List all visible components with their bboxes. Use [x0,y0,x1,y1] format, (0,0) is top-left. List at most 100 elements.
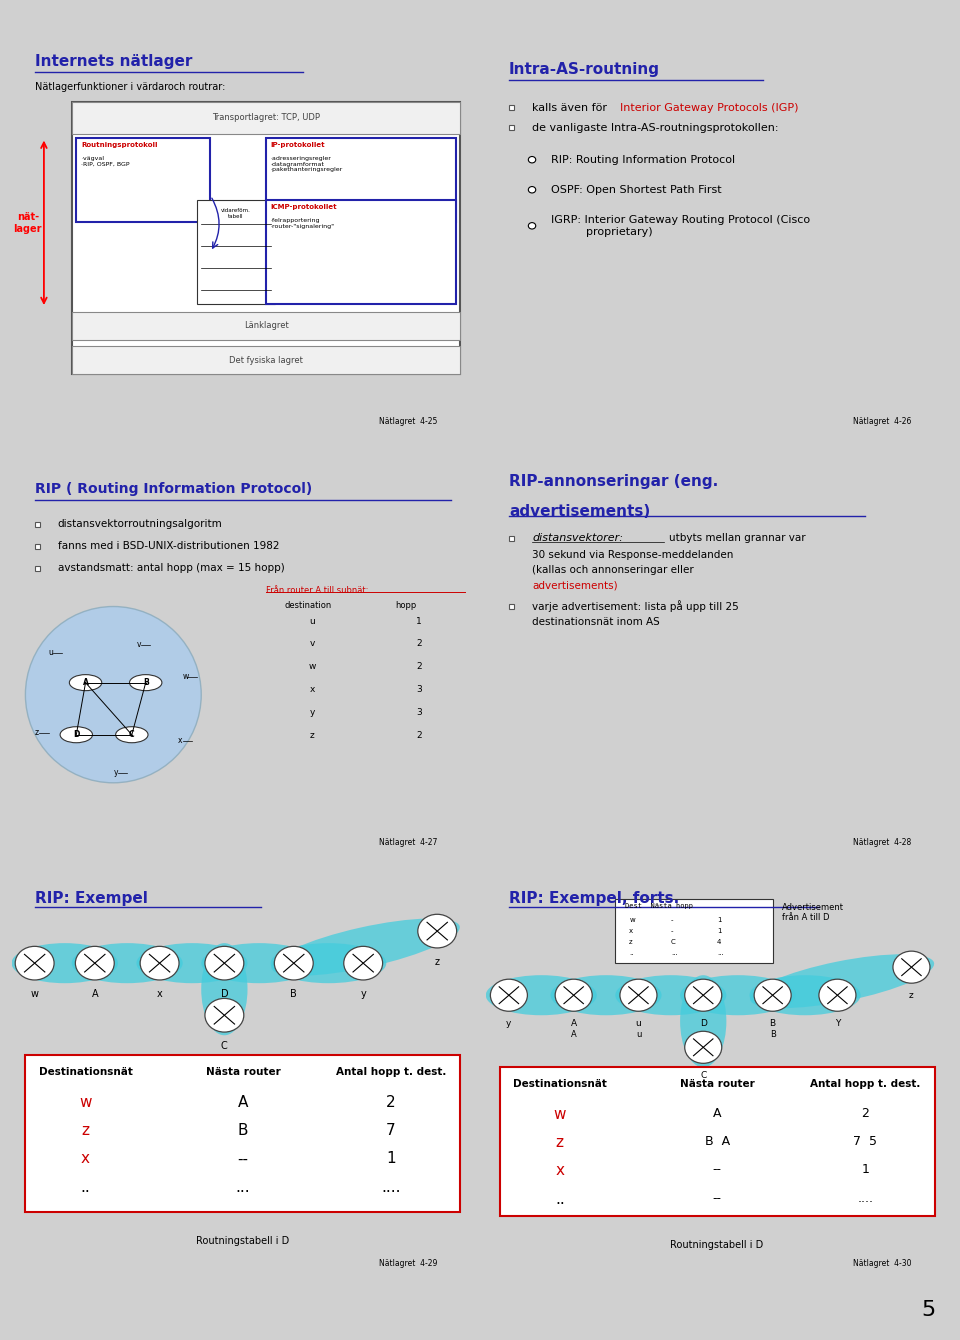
Circle shape [819,980,856,1012]
Text: ..: .. [629,950,634,955]
Bar [509,125,515,130]
Ellipse shape [69,674,102,690]
Text: RIP: Exempel, forts.: RIP: Exempel, forts. [509,891,679,906]
Ellipse shape [680,976,796,1016]
Text: 5: 5 [922,1300,936,1320]
Circle shape [893,951,930,984]
Text: 7: 7 [386,1123,396,1139]
Text: --: -- [712,1191,722,1205]
Text: y: y [506,1020,512,1028]
Text: z: z [435,957,440,967]
Text: x: x [81,1151,90,1167]
Text: RIP: Routing Information Protocol: RIP: Routing Information Protocol [550,154,734,165]
Text: 2: 2 [386,1095,396,1111]
Bar [615,899,773,963]
Bar [499,1068,935,1215]
Text: 1: 1 [717,917,722,923]
Ellipse shape [130,674,162,690]
Bar [266,138,456,222]
Bar [76,138,210,222]
Text: avstandsmatt: antal hopp (max = 15 hopp): avstandsmatt: antal hopp (max = 15 hopp) [58,563,284,574]
Circle shape [528,186,536,193]
Text: Nätlagret  4-29: Nätlagret 4-29 [379,1258,437,1268]
Text: B: B [770,1020,776,1028]
Circle shape [528,157,536,163]
Text: Länklagret: Länklagret [244,322,288,331]
Circle shape [275,946,313,980]
Text: z: z [310,730,315,740]
Ellipse shape [271,918,460,976]
Text: A: A [713,1107,721,1120]
Text: Internets nätlager: Internets nätlager [35,54,192,68]
Circle shape [684,980,722,1012]
Text: 4: 4 [717,939,722,945]
Text: 2: 2 [416,730,421,740]
Ellipse shape [271,943,386,984]
Bar [197,200,276,304]
Text: C: C [700,1072,707,1080]
Text: Nätlagret  4-27: Nätlagret 4-27 [379,838,437,847]
Text: Routningsprotokoll: Routningsprotokoll [81,142,157,147]
Text: Nätlagerfunktioner i värdaroch routrar:: Nätlagerfunktioner i värdaroch routrar: [35,82,225,91]
Text: x: x [179,736,182,745]
Text: RIP ( Routing Information Protocol): RIP ( Routing Information Protocol) [35,482,312,496]
Circle shape [528,222,536,229]
Text: Nätlagret  4-25: Nätlagret 4-25 [379,417,437,426]
Text: w: w [31,989,38,1000]
Text: 30 sekund via Response-meddelanden: 30 sekund via Response-meddelanden [532,551,733,560]
Text: Från router A till subnät:: Från router A till subnät: [266,587,369,595]
Text: Interior Gateway Protocols (IGP): Interior Gateway Protocols (IGP) [620,103,799,113]
Text: ..: .. [555,1191,564,1206]
Text: B: B [291,989,298,1000]
Circle shape [76,946,114,980]
Text: B  A: B A [705,1135,730,1148]
Text: Y: Y [835,1020,840,1028]
Text: ...: ... [671,950,678,955]
Text: z: z [556,1135,564,1151]
Text: w: w [629,917,635,923]
Text: Det fysiska lagret: Det fysiska lagret [229,355,303,364]
Bar [509,536,515,541]
Text: 1: 1 [386,1151,396,1167]
Text: distansvektorer:: distansvektorer: [532,533,623,544]
Text: A: A [83,678,88,687]
Text: u: u [49,647,54,657]
Text: de vanligaste Intra-AS-routningsprotokollen:: de vanligaste Intra-AS-routningsprotokol… [532,123,779,133]
Bar [25,1056,461,1211]
Text: x: x [629,927,634,934]
Bar [35,523,40,527]
Ellipse shape [12,943,118,984]
Text: 2: 2 [416,662,421,671]
Text: hopp: hopp [396,600,417,610]
Text: Routningstabell i D: Routningstabell i D [196,1235,290,1246]
Ellipse shape [115,726,148,742]
Text: Nätlagret  4-28: Nätlagret 4-28 [853,838,911,847]
Circle shape [204,998,244,1032]
Text: utbyts mellan grannar var: utbyts mellan grannar var [668,533,805,544]
Text: ·adresseringsregler
·datagramformat
·pakethanteringsregler: ·adresseringsregler ·datagramformat ·pak… [271,155,343,173]
Circle shape [140,946,179,980]
Ellipse shape [202,943,317,984]
Text: ...: ... [235,1179,251,1194]
Ellipse shape [60,726,92,742]
Ellipse shape [202,943,248,1036]
Ellipse shape [486,976,597,1016]
Text: distansvektorroutningsalgoritm: distansvektorroutningsalgoritm [58,520,223,529]
Text: 2: 2 [416,639,421,649]
Circle shape [418,914,457,947]
Text: z: z [629,939,633,945]
Circle shape [620,980,657,1012]
Text: fanns med i BSD-UNIX-distributionen 1982: fanns med i BSD-UNIX-distributionen 1982 [58,541,279,552]
Text: Advertisement
från A till D: Advertisement från A till D [781,903,844,922]
Bar [72,102,461,374]
Text: B: B [770,1030,776,1040]
Text: nät-
lager: nät- lager [13,212,42,233]
Text: --: -- [712,1163,722,1177]
Text: OSPF: Open Shortest Path First: OSPF: Open Shortest Path First [550,185,721,194]
Text: A: A [570,1020,577,1028]
Text: y: y [113,768,118,777]
Text: y: y [360,989,366,1000]
Text: x: x [555,1163,564,1178]
Text: u: u [636,1020,641,1028]
Text: w: w [182,671,189,681]
